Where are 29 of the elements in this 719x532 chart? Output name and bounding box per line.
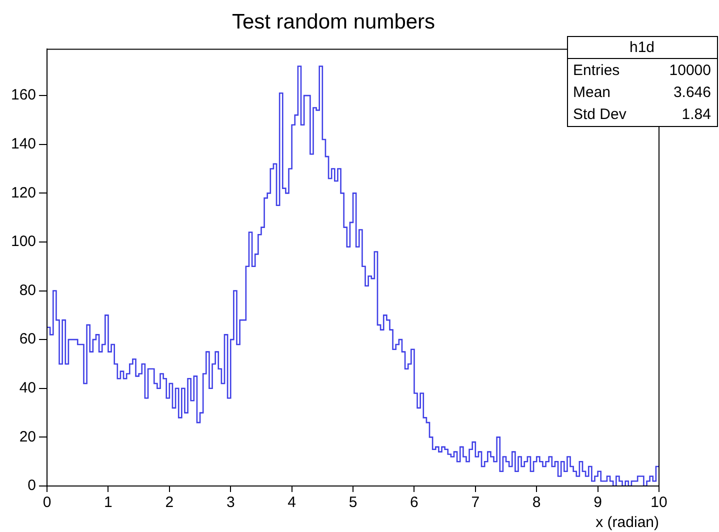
x-tick-label: 6 (410, 494, 418, 512)
x-tick-label: 9 (594, 494, 602, 512)
y-tick-label: 120 (10, 184, 36, 202)
x-tick-label: 3 (226, 494, 235, 512)
y-tick-label: 160 (10, 86, 36, 104)
y-tick-label: 0 (28, 477, 36, 494)
y-tick-label: 80 (19, 282, 36, 299)
x-tick-label: 4 (288, 494, 296, 512)
y-tick-label: 20 (19, 428, 36, 446)
x-tick-label: 5 (348, 494, 358, 512)
chart-title: Test random numbers (232, 10, 436, 34)
x-tick-label: 10 (650, 494, 668, 512)
annotation: Mean (573, 84, 611, 102)
x-tick-label: 8 (532, 494, 541, 512)
x-tick-label: 1 (104, 494, 112, 512)
y-tick-label: 140 (10, 136, 36, 153)
y-tick-label: 100 (10, 233, 36, 250)
x-tick-label: 7 (471, 494, 480, 512)
text: 3.646 (673, 84, 711, 102)
text: 10000 (669, 62, 711, 80)
x-tick-label: 2 (165, 494, 174, 512)
annotation: Std Dev (573, 106, 627, 124)
y-tick-label: 40 (19, 380, 36, 397)
annotation: h1d (629, 39, 655, 56)
x-axis-title: x (radian) (596, 514, 659, 532)
text: 1.84 (682, 106, 711, 124)
y-tick-label: 60 (19, 330, 36, 348)
annotation: Entries (573, 62, 620, 80)
x-tick-label: 0 (42, 494, 52, 512)
